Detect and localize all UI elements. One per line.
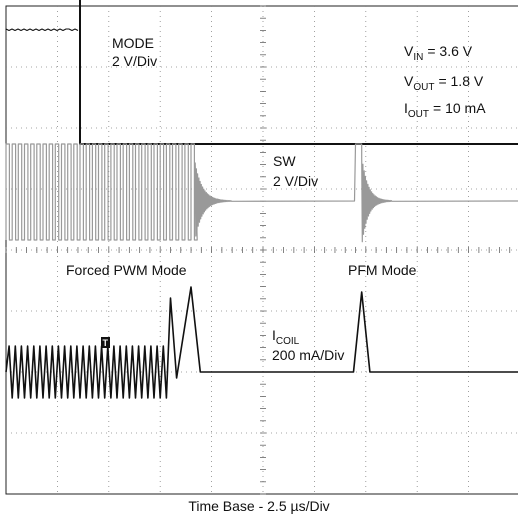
icoil-trace (5, 286, 518, 399)
pfm-mode-label: PFM Mode (348, 262, 417, 278)
icoil-label: ICOIL (272, 327, 300, 347)
mode-scale-label: 2 V/Div (112, 53, 157, 69)
icoil-scale-label: 200 mA/Div (272, 347, 344, 363)
vout-label: VOUT = 1.8 V (404, 73, 484, 93)
trigger-marker-label: T (103, 338, 109, 348)
mode-trace-noise (5, 28, 79, 31)
vin-label: VIN = 3.6 V (404, 43, 473, 63)
time-base-caption: Time Base - 2.5 µs/Div (188, 498, 329, 514)
sw-trace (5, 143, 518, 243)
traces (5, 0, 518, 399)
trigger-marker-box (101, 337, 110, 348)
sw-scale-label: 2 V/Div (273, 173, 318, 189)
sw-label: SW (273, 153, 296, 169)
mode-trace (79, 0, 518, 145)
iout-label: IOUT = 10 mA (404, 100, 486, 120)
forced-pwm-label: Forced PWM Mode (66, 262, 187, 278)
mode-label: MODE (112, 35, 154, 51)
